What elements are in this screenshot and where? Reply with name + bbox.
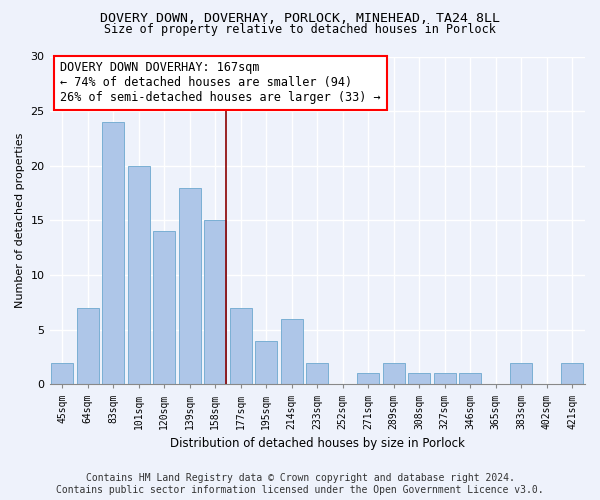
Bar — [460, 374, 481, 384]
Bar — [128, 166, 149, 384]
X-axis label: Distribution of detached houses by size in Porlock: Distribution of detached houses by size … — [170, 437, 465, 450]
Bar — [77, 308, 98, 384]
Y-axis label: Number of detached properties: Number of detached properties — [15, 133, 25, 308]
Bar — [281, 319, 302, 384]
Bar — [256, 340, 277, 384]
Bar — [562, 362, 583, 384]
Bar — [154, 232, 175, 384]
Bar — [383, 362, 404, 384]
Text: DOVERY DOWN, DOVERHAY, PORLOCK, MINEHEAD, TA24 8LL: DOVERY DOWN, DOVERHAY, PORLOCK, MINEHEAD… — [100, 12, 500, 26]
Bar — [103, 122, 124, 384]
Bar — [307, 362, 328, 384]
Bar — [409, 374, 430, 384]
Text: DOVERY DOWN DOVERHAY: 167sqm
← 74% of detached houses are smaller (94)
26% of se: DOVERY DOWN DOVERHAY: 167sqm ← 74% of de… — [60, 62, 381, 104]
Bar — [52, 362, 73, 384]
Bar — [358, 374, 379, 384]
Bar — [179, 188, 200, 384]
Text: Size of property relative to detached houses in Porlock: Size of property relative to detached ho… — [104, 22, 496, 36]
Bar — [230, 308, 251, 384]
Bar — [434, 374, 455, 384]
Bar — [205, 220, 226, 384]
Bar — [511, 362, 532, 384]
Text: Contains HM Land Registry data © Crown copyright and database right 2024.
Contai: Contains HM Land Registry data © Crown c… — [56, 474, 544, 495]
